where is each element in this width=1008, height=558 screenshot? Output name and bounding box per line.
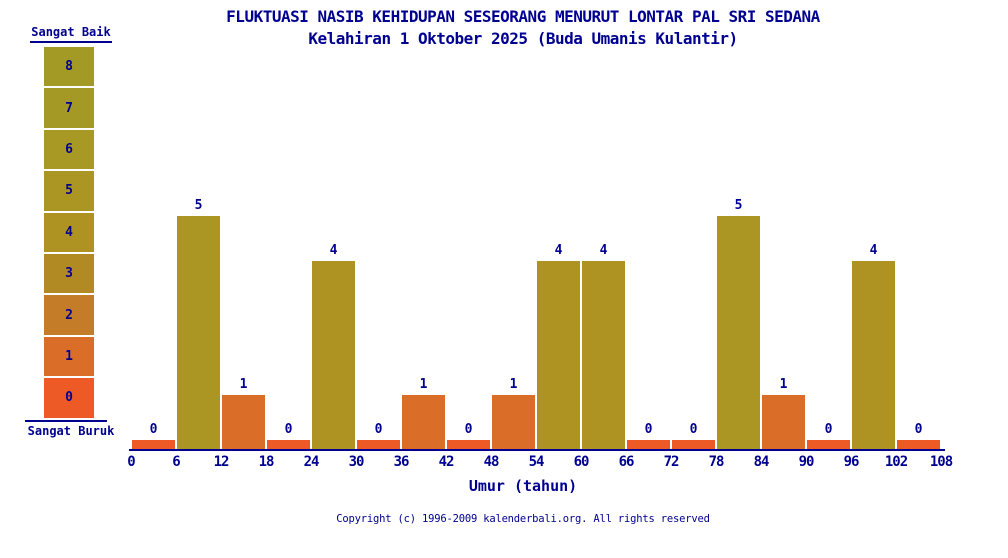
bar-age-96-102 xyxy=(852,260,895,450)
bar-age-72-78 xyxy=(672,440,715,450)
bar-age-0-6 xyxy=(132,440,175,450)
bar-value-label: 1 xyxy=(239,377,248,393)
bar-value-label: 4 xyxy=(599,242,608,258)
legend-level-box-8: 8 xyxy=(44,47,94,87)
x-tick-label: 60 xyxy=(573,454,590,470)
bar-value-label: 0 xyxy=(644,422,653,437)
bar-value-label: 0 xyxy=(824,422,833,437)
bar-age-36-42 xyxy=(402,395,445,450)
x-axis-title: Umur (tahun) xyxy=(468,477,578,495)
bar-value-label: 5 xyxy=(194,198,203,213)
x-tick-label: 48 xyxy=(483,454,500,470)
legend-bottom-rule xyxy=(25,420,107,422)
bar-value-label: 0 xyxy=(374,422,383,437)
legend-best-label: Sangat Baik xyxy=(31,25,111,39)
x-tick-label: 102 xyxy=(884,454,908,470)
bar-value-label: 5 xyxy=(734,198,743,213)
legend-level-box-5: 5 xyxy=(44,171,94,211)
bar-age-102-108 xyxy=(897,440,940,450)
x-tick-label: 108 xyxy=(929,454,953,470)
bar-age-90-96 xyxy=(807,440,850,450)
chart-subtitle: Kelahiran 1 Oktober 2025 (Buda Umanis Ku… xyxy=(308,29,738,48)
copyright-text: Copyright (c) 1996-2009 kalenderbali.org… xyxy=(336,513,710,525)
chart-title: FLUKTUASI NASIB KEHIDUPAN SESEORANG MENU… xyxy=(226,7,820,26)
x-tick-label: 18 xyxy=(258,454,275,470)
x-tick-label: 12 xyxy=(213,454,230,470)
bar-age-78-84 xyxy=(717,216,760,450)
bar-value-label: 0 xyxy=(914,422,923,437)
bar-age-48-54 xyxy=(492,395,535,450)
legend-level-box-0: 0 xyxy=(44,378,94,418)
legend-level-box-6: 6 xyxy=(44,129,94,170)
bar-value-label: 1 xyxy=(509,377,518,393)
bar-age-24-30 xyxy=(312,260,355,450)
x-tick-label: 54 xyxy=(528,454,545,470)
x-tick-label: 84 xyxy=(753,454,770,470)
legend-top-rule xyxy=(30,41,112,43)
bar-age-42-48 xyxy=(447,440,490,450)
x-tick-label: 36 xyxy=(393,454,410,470)
x-tick-label: 6 xyxy=(172,454,180,470)
bar-value-label: 0 xyxy=(464,422,473,437)
x-axis-line xyxy=(129,449,945,451)
bar-age-54-60 xyxy=(537,260,580,450)
bar-value-label: 0 xyxy=(149,422,158,437)
bar-age-84-90 xyxy=(762,395,805,450)
x-tick-label: 72 xyxy=(663,454,680,470)
legend-level-box-1: 1 xyxy=(44,336,94,377)
legend-level-box-3: 3 xyxy=(44,253,94,294)
bar-value-label: 4 xyxy=(554,242,563,258)
bar-value-label: 0 xyxy=(689,422,698,437)
bar-age-30-36 xyxy=(357,440,400,450)
bar-age-6-12 xyxy=(177,216,220,450)
bar-value-label: 1 xyxy=(779,377,788,393)
bar-age-66-72 xyxy=(627,440,670,450)
x-tick-label: 0 xyxy=(127,454,135,470)
bar-age-60-66 xyxy=(582,260,625,450)
bar-value-label: 4 xyxy=(329,242,338,258)
x-tick-label: 66 xyxy=(618,454,635,470)
x-tick-label: 90 xyxy=(798,454,815,470)
legend-level-box-7: 7 xyxy=(44,88,94,128)
x-tick-label: 96 xyxy=(843,454,860,470)
legend-level-box-2: 2 xyxy=(44,295,94,335)
x-tick-label: 24 xyxy=(303,454,320,470)
x-tick-label: 42 xyxy=(438,454,455,470)
bar-value-label: 0 xyxy=(284,422,293,437)
bar-value-label: 1 xyxy=(419,377,428,393)
x-tick-label: 78 xyxy=(708,454,725,470)
legend-level-box-4: 4 xyxy=(44,212,94,252)
legend-worst-label: Sangat Buruk xyxy=(27,424,115,438)
bar-age-18-24 xyxy=(267,440,310,450)
x-tick-label: 30 xyxy=(348,454,365,470)
bar-value-label: 4 xyxy=(869,242,878,258)
bar-age-12-18 xyxy=(222,395,265,450)
